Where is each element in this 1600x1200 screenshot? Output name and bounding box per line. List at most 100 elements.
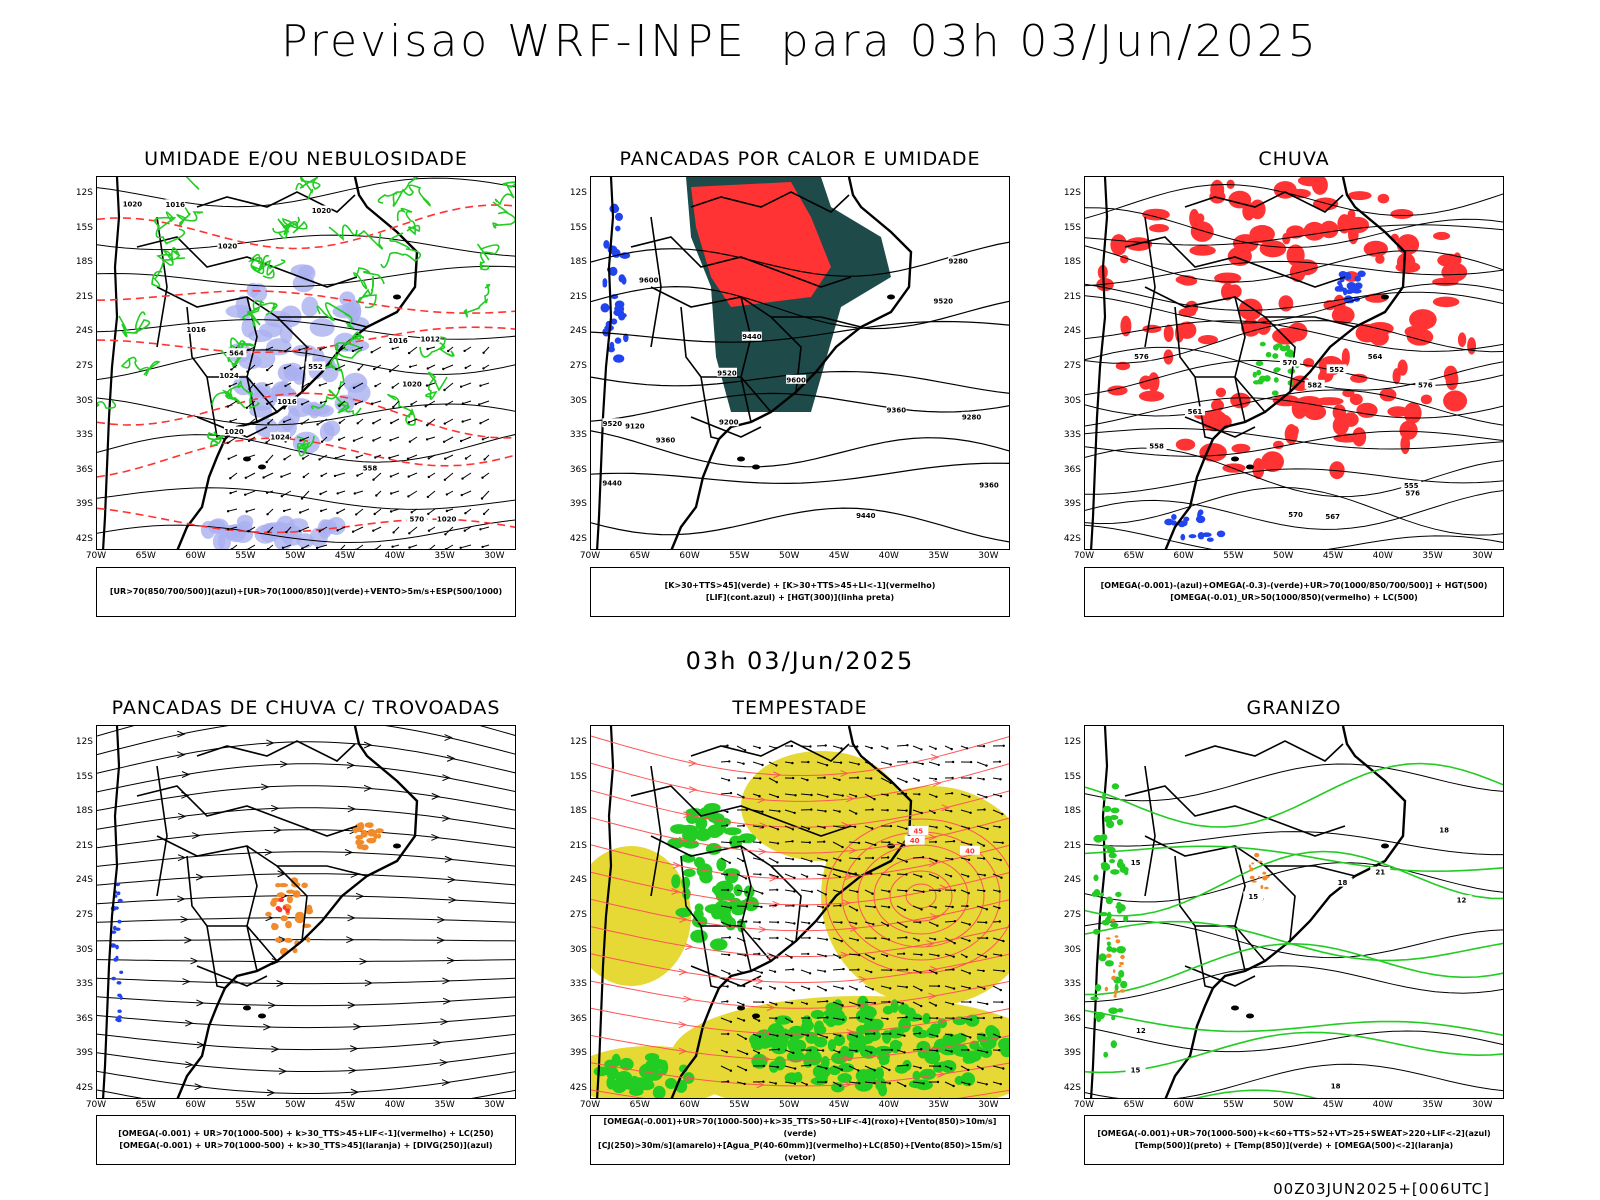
map-svg: 9600 9520 9600 9520 9440 9520 9440 9360 9360 9280… xyxy=(591,177,1009,549)
map-umidade: 1016 1016 1016 1020 1020 1020 1024 1024 1020 1016… xyxy=(96,176,516,550)
lon-tick-label: 55W xyxy=(235,1100,256,1110)
lat-tick-label: 33S xyxy=(75,979,93,990)
lat-tick-label: 24S xyxy=(75,326,93,337)
legend-granizo: [OMEGA(-0.001)+UR>70(1000-500)+k<60+TTS>… xyxy=(1084,1115,1504,1165)
legend-line: [LIF](cont.azul) + [HGT(300)](linha pret… xyxy=(705,593,895,602)
lon-tick-label: 50W xyxy=(1273,551,1294,561)
map-pancadas-calor: 9600 9520 9600 9520 9440 9520 9440 9360 9360 9280… xyxy=(590,176,1010,550)
contour-label: 567 xyxy=(1325,513,1340,521)
contour-label: 570 xyxy=(410,516,425,524)
contour-label: 9520 xyxy=(717,369,737,377)
contour-label: 576 xyxy=(1134,353,1149,361)
lat-tick-label: 27S xyxy=(569,361,587,371)
panel-title-granizo: GRANIZO xyxy=(1246,697,1342,719)
lat-tick-label: 12S xyxy=(1063,737,1081,747)
panel-title-umidade: UMIDADE E/OU NEBULOSIDADE xyxy=(144,148,468,170)
contour-label: 1020 xyxy=(123,201,143,209)
lon-tick-label: 45W xyxy=(828,1100,850,1110)
contour-label: 40 xyxy=(910,837,920,845)
lat-tick-label: 39S xyxy=(75,499,93,510)
contour-label: 1012 xyxy=(421,335,441,343)
lon-tick-label: 70W xyxy=(85,551,107,561)
lat-tick-label: 21S xyxy=(75,291,93,302)
lon-tick-label: 70W xyxy=(1073,551,1095,561)
run-time-footer: 00Z03JUN2025+[006UTC] xyxy=(1273,1180,1490,1198)
lat-tick-label: 24S xyxy=(1063,326,1081,337)
lat-tick-label: 36S xyxy=(75,464,93,475)
lat-tick-label: 27S xyxy=(1063,910,1081,920)
map-svg: 40 45 40 xyxy=(591,726,1009,1098)
panel-title-chuva: CHUVA xyxy=(1258,148,1330,170)
lon-tick-label: 40W xyxy=(878,551,899,561)
lon-tick-label: 55W xyxy=(1223,551,1244,561)
lon-tick-label: 30W xyxy=(1472,1100,1493,1110)
contour-label: 1024 xyxy=(270,434,290,442)
lon-tick-label: 65W xyxy=(135,551,156,561)
contour-label: 558 xyxy=(363,464,378,472)
lat-tick-label: 30S xyxy=(569,395,587,406)
contour-label: 552 xyxy=(308,363,323,371)
lon-tick-label: 65W xyxy=(1123,551,1144,561)
panel-title-trovoadas: PANCADAS DE CHUVA C/ TROVOADAS xyxy=(111,697,501,719)
contour-label: 9280 xyxy=(948,258,968,266)
lon-tick-label: 55W xyxy=(729,551,750,561)
contour-label: 9120 xyxy=(625,423,645,431)
map-svg: 582 576 576 576 570 570 567 564 561 558 555 552 xyxy=(1085,177,1503,549)
lon-tick-label: 70W xyxy=(1073,1100,1095,1110)
lat-tick-label: 39S xyxy=(1063,499,1081,510)
lon-tick-label: 45W xyxy=(334,551,356,561)
lat-tick-label: 30S xyxy=(75,944,93,955)
lon-tick-label: 70W xyxy=(579,551,601,561)
legend-line: [OMEGA(-0.001)-(azul)+OMEGA(-0.3)-(verde… xyxy=(1100,581,1488,590)
lon-tick-label: 30W xyxy=(978,1100,999,1110)
contour-label: 564 xyxy=(229,350,244,358)
lat-tick-label: 30S xyxy=(75,395,93,406)
lat-tick-label: 36S xyxy=(75,1013,93,1024)
lat-tick-label: 15S xyxy=(75,771,93,782)
map-svg: 18 15 12 18 15 18 21 12 15 xyxy=(1085,726,1503,1098)
legend-line: [Temp(500)](preto) + [Temp(850)](verde) … xyxy=(1134,1141,1454,1150)
lon-tick-label: 60W xyxy=(679,1100,700,1110)
contour-label: 40 xyxy=(965,847,975,855)
contour-label: 1016 xyxy=(186,326,206,334)
contour-label: 1020 xyxy=(312,207,332,215)
lat-tick-label: 27S xyxy=(75,910,93,920)
lat-tick-label: 33S xyxy=(1063,430,1081,441)
contour-label: 18 xyxy=(1439,827,1449,835)
lon-tick-label: 40W xyxy=(1372,551,1393,561)
lat-tick-label: 24S xyxy=(569,326,587,337)
contour-label: 9600 xyxy=(639,276,659,284)
lon-tick-label: 40W xyxy=(384,1100,405,1110)
contour-label: 9360 xyxy=(979,482,999,490)
contour-label: 564 xyxy=(1368,353,1383,361)
legend-line: [OMEGA(-0.001)+UR>70(1000-500)+k>35_TTS>… xyxy=(603,1117,997,1138)
main-title: Previsao WRF-INPE para 03h 03/Jun/2025 xyxy=(281,16,1319,67)
lat-tick-label: 30S xyxy=(569,944,587,955)
contour-label: 9440 xyxy=(856,512,876,520)
legend-umidade: [UR>70(850/700/500)](azul)+[UR>70(1000/8… xyxy=(96,567,516,617)
contour-label: 15 xyxy=(1248,893,1258,901)
lat-tick-label: 33S xyxy=(1063,979,1081,990)
lat-tick-label: 42S xyxy=(569,1083,587,1093)
lat-tick-label: 39S xyxy=(569,499,587,510)
lat-tick-label: 30S xyxy=(1063,395,1081,406)
panel-title-tempestade: TEMPESTADE xyxy=(732,697,868,719)
legend-pancadas-calor: [K>30+TTS>45](verde) + [K>30+TTS>45+LI<-… xyxy=(590,567,1010,617)
lat-tick-label: 21S xyxy=(1063,291,1081,302)
lon-tick-label: 30W xyxy=(484,1100,505,1110)
lat-tick-label: 24S xyxy=(1063,875,1081,886)
lat-tick-label: 42S xyxy=(75,1083,93,1093)
lon-tick-label: 60W xyxy=(1173,551,1194,561)
lon-tick-label: 65W xyxy=(629,1100,650,1110)
contour-label: 15 xyxy=(1131,1066,1141,1074)
contour-label: 12 xyxy=(1136,1027,1146,1035)
lat-tick-label: 33S xyxy=(569,979,587,990)
lon-tick-label: 45W xyxy=(828,551,850,561)
lat-tick-label: 27S xyxy=(75,361,93,371)
contour-label: 558 xyxy=(1149,443,1164,451)
lon-tick-label: 55W xyxy=(729,1100,750,1110)
legend-line: [OMEGA(-0.001) + UR>70(1000-500) + k>30_… xyxy=(119,1141,493,1150)
legend-line: [K>30+TTS>45](verde) + [K>30+TTS>45+LI<-… xyxy=(664,581,936,590)
lon-tick-label: 35W xyxy=(434,1100,455,1110)
lat-tick-label: 27S xyxy=(1063,361,1081,371)
